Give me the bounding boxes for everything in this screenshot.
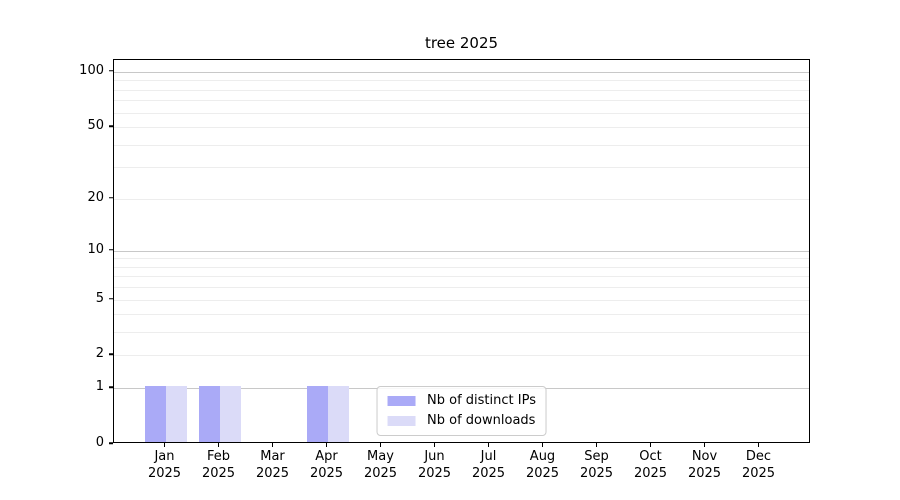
x-tick-year: 2025 [417, 465, 452, 481]
legend-swatch-downloads [387, 416, 416, 426]
x-tick-mark-dec [757, 443, 760, 447]
gridline-4 [114, 314, 809, 316]
gridline-3 [114, 332, 809, 334]
legend-item-distinct-ips: Nb of distinct IPs [387, 393, 536, 409]
x-tick-mark-mar [271, 443, 274, 447]
x-tick-label-jan: Jan 2025 [135, 449, 195, 482]
y-tick-label-20: 20 [87, 189, 104, 205]
gridline-60 [114, 112, 809, 114]
y-tick-label-100: 100 [79, 62, 104, 78]
gridline-6 [114, 287, 809, 289]
plot-area: Nb of distinct IPs Nb of downloads [113, 59, 810, 443]
x-tick-month: Dec [745, 449, 772, 464]
x-tick-mark-oct [649, 443, 652, 447]
gridline-20 [114, 198, 809, 200]
gridline-80 [114, 89, 809, 91]
x-tick-year: 2025 [633, 465, 668, 481]
x-tick-year: 2025 [741, 465, 776, 481]
gridline-100 [114, 71, 809, 73]
x-tick-mark-nov [703, 443, 706, 447]
x-tick-mark-may [379, 443, 382, 447]
x-tick-label-mar: Mar 2025 [243, 449, 303, 482]
gridline-50 [114, 127, 809, 128]
x-tick-year: 2025 [201, 465, 236, 481]
y-tick-mark-1 [109, 386, 113, 388]
x-tick-label-may: May 2025 [351, 449, 411, 482]
x-tick-month: Aug [529, 449, 556, 464]
x-tick-month: Jul [480, 449, 497, 464]
bar-jan-distinct-ips [144, 386, 166, 442]
legend-item-downloads: Nb of downloads [387, 413, 536, 429]
y-tick-label-10: 10 [87, 241, 104, 257]
gridline-30 [114, 167, 809, 169]
gridline-8 [114, 266, 809, 268]
x-tick-year: 2025 [147, 465, 182, 481]
x-tick-mark-aug [541, 443, 544, 447]
x-tick-label-sep: Sep 2025 [567, 449, 627, 482]
x-tick-month: Mar [260, 449, 285, 464]
gridline-70 [114, 100, 809, 102]
bar-apr-distinct-ips [306, 386, 328, 442]
x-tick-label-jun: Jun 2025 [405, 449, 465, 482]
y-tick-label-5: 5 [95, 290, 104, 306]
x-tick-year: 2025 [363, 465, 398, 481]
x-tick-month: Nov [691, 449, 718, 464]
y-tick-mark-5 [109, 297, 113, 300]
bar-feb-downloads [219, 386, 241, 442]
gridline-40 [114, 144, 809, 146]
legend-swatch-distinct-ips [387, 396, 416, 406]
y-tick-label-0: 0 [95, 435, 104, 450]
y-tick-label-2: 2 [95, 346, 104, 362]
gridline-9 [114, 258, 809, 260]
x-tick-year: 2025 [255, 465, 290, 481]
x-tick-mark-feb [217, 443, 220, 447]
y-tick-mark-0 [109, 442, 113, 444]
x-tick-month: Sep [584, 449, 609, 464]
x-tick-month: May [367, 449, 394, 464]
x-tick-year: 2025 [525, 465, 560, 481]
chart-title: tree 2025 [424, 34, 499, 52]
x-tick-month: Jun [424, 449, 445, 464]
x-tick-year: 2025 [309, 465, 344, 481]
gridline-7 [114, 276, 809, 278]
gridline-10 [114, 250, 809, 252]
x-tick-mark-jul [487, 443, 490, 447]
x-tick-year: 2025 [687, 465, 722, 481]
y-tick-mark-2 [109, 353, 113, 356]
x-tick-label-feb: Feb 2025 [189, 449, 249, 482]
y-tick-mark-50 [109, 125, 113, 127]
y-tick-mark-100 [109, 70, 113, 72]
bar-feb-distinct-ips [198, 386, 220, 442]
y-tick-label-1: 1 [95, 379, 104, 395]
x-tick-month: Jan [154, 449, 175, 464]
x-tick-label-nov: Nov 2025 [675, 449, 735, 482]
gridline-90 [114, 80, 809, 82]
x-tick-mark-apr [325, 443, 328, 447]
x-tick-year: 2025 [579, 465, 614, 481]
x-tick-label-dec: Dec 2025 [729, 449, 789, 482]
x-tick-label-apr: Apr 2025 [297, 449, 357, 482]
x-tick-label-oct: Oct 2025 [621, 449, 681, 482]
bar-apr-downloads [327, 386, 349, 442]
y-tick-mark-10 [109, 248, 113, 251]
x-tick-mark-jun [433, 443, 436, 447]
x-tick-mark-jan [163, 443, 166, 447]
y-tick-mark-20 [109, 196, 113, 199]
x-tick-month: Feb [206, 449, 231, 464]
legend-label: Nb of downloads [427, 413, 536, 428]
x-tick-label-aug: Aug 2025 [513, 449, 573, 482]
x-tick-month: Oct [639, 449, 662, 464]
bar-jan-downloads [165, 386, 187, 442]
x-tick-year: 2025 [471, 465, 506, 481]
legend-label: Nb of distinct IPs [427, 393, 536, 408]
gridline-2 [114, 355, 809, 357]
y-tick-label-50: 50 [87, 118, 104, 133]
x-tick-mark-sep [595, 443, 598, 447]
legend: Nb of distinct IPs Nb of downloads [376, 386, 547, 436]
x-tick-label-jul: Jul 2025 [459, 449, 519, 482]
gridline-5 [114, 299, 809, 301]
x-tick-month: Apr [315, 449, 338, 464]
